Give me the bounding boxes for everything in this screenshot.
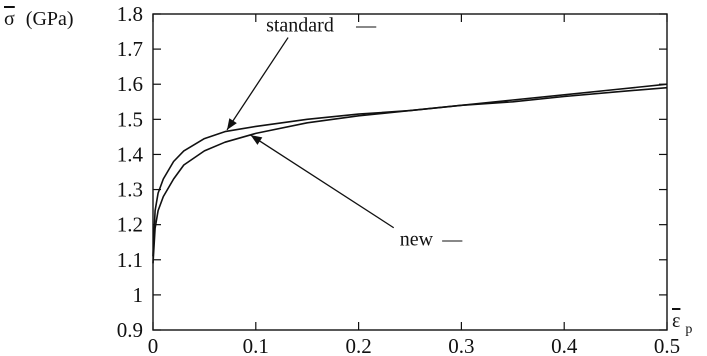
y-axis: 0.9 1 1.1 1.2 1.3 1.4 1.5 1.6 1.7 1.8	[117, 2, 667, 342]
annotation-standard: standard	[266, 15, 334, 37]
y-tick-label: 1.8	[117, 2, 143, 26]
annotation-new: new	[400, 229, 434, 251]
annotation-legend-mark: —	[355, 15, 377, 37]
y-tick-label: 1	[133, 283, 144, 307]
annotation-arrow-head	[250, 135, 263, 145]
annotation-arrow-line	[226, 37, 289, 131]
x-tick-label: 0.4	[551, 334, 578, 356]
y-axis-unit: (GPa)	[26, 8, 74, 30]
x-axis: 0 0.1 0.2 0.3 0.4 0.5	[148, 14, 680, 356]
y-tick-label: 1.4	[117, 142, 144, 166]
y-tick-label: 1.1	[117, 248, 143, 272]
y-axis-title: σ (GPa)	[4, 8, 74, 30]
annotation-arrow-line	[250, 134, 395, 229]
x-axis-title: ε p	[672, 310, 692, 337]
y-axis-symbol: σ	[4, 8, 15, 30]
x-tick-label: 0.2	[345, 334, 371, 356]
x-tick-label: 0.5	[654, 334, 680, 356]
y-tick-label: 1.3	[117, 178, 143, 202]
y-tick-label: 0.9	[117, 318, 143, 342]
annotation-arrow-head	[227, 118, 237, 130]
y-tick-label: 1.6	[117, 72, 143, 96]
x-tick-label: 0.1	[243, 334, 269, 356]
y-tick-label: 1.5	[117, 107, 143, 131]
annotation-legend-mark: —	[441, 229, 463, 251]
annotation-layer: standard — new —	[226, 15, 463, 251]
y-tick-label: 1.2	[117, 213, 143, 237]
series-line-new	[152, 83, 668, 264]
x-axis-symbol: ε	[672, 310, 680, 332]
plot-frame	[152, 13, 668, 331]
y-tick-label: 1.7	[117, 37, 143, 61]
series-line-standard	[152, 86, 668, 257]
x-tick-label: 0	[148, 334, 159, 356]
x-tick-label: 0.3	[448, 334, 474, 356]
series-layer	[152, 83, 668, 264]
x-axis-subscript: p	[685, 322, 692, 337]
